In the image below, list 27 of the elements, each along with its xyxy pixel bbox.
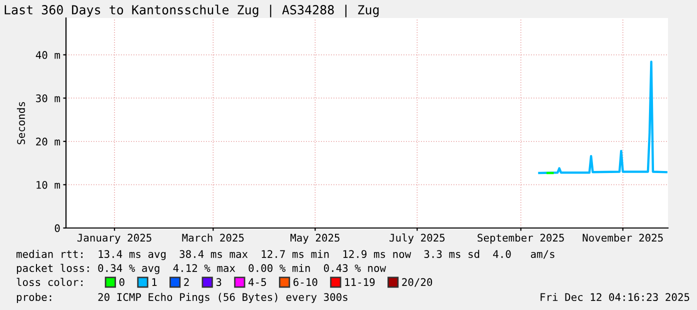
text: median rtt: 13.4 ms avg 38.4 ms max 12.7 ms min 12.9 ms now 3.3 ms sd 4.0 am/s	[16, 250, 554, 260]
x-tick-label: May 2025	[290, 234, 340, 244]
legend-label: 6-10	[294, 278, 318, 286]
legend-label: 0	[119, 278, 124, 286]
text: Fri Dec 12 04:16:23 2025	[540, 292, 690, 302]
legend-label: 20/20	[402, 278, 432, 287]
legend-label: 1	[152, 278, 157, 286]
y-tick-label: 20 m	[36, 138, 60, 146]
legend-label: 2	[184, 278, 189, 286]
y-tick-label: 10 m	[36, 180, 60, 189]
chart-title: Last 360 Days to Kantonsschule Zug | AS34288 | Zug	[4, 4, 379, 18]
x-tick-label: March 2025	[182, 234, 244, 242]
x-tick-label: July 2025	[390, 234, 445, 244]
legend-label: 3	[216, 278, 222, 286]
y-tick-label: 30 m	[36, 94, 60, 102]
legend-title: loss color:	[16, 278, 82, 286]
y-tick-label: 0	[54, 224, 60, 232]
text: probe: 20 ICMP Echo Pings (56 Bytes) every 300s	[16, 292, 348, 304]
legend-label: 4-5	[248, 278, 266, 286]
legend-label: 11-19	[345, 278, 375, 286]
x-tick-label: January 2025	[77, 234, 152, 244]
y-tick-label: 40 m	[36, 51, 60, 59]
line-series	[538, 60, 668, 174]
y-axis-title: Seconds	[16, 102, 26, 144]
x-tick-label: September 2025	[478, 234, 564, 244]
x-tick-label: November 2025	[582, 234, 663, 242]
text: packet loss: 0.34 % avg 4.12 % max 0.00 % min 0.43 % now	[16, 264, 386, 274]
